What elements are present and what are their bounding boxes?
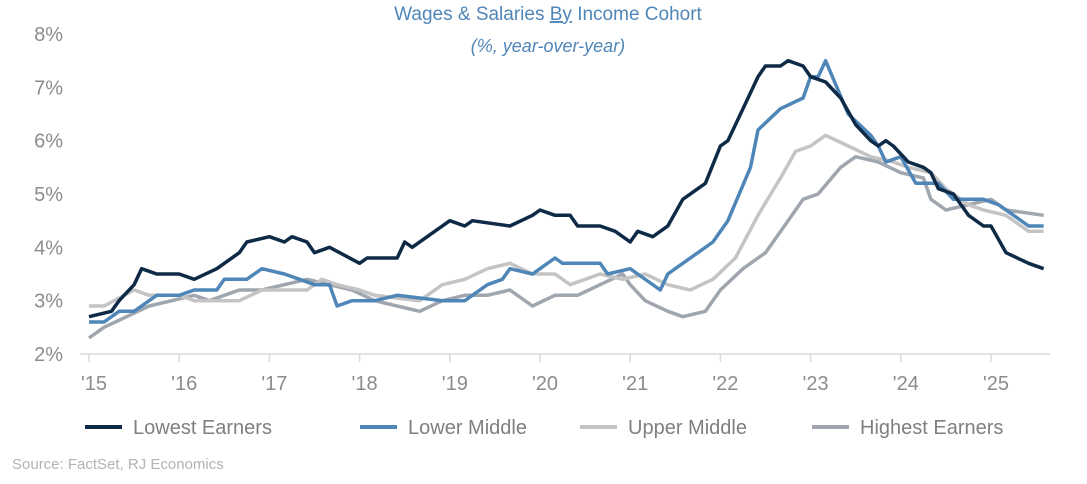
chart-title: Wages & Salaries By Income Cohort (394, 4, 702, 25)
source-note: Source: FactSet, RJ Economics (12, 456, 224, 473)
x-tick-label: '21 (622, 373, 648, 395)
chart-subtitle: (%, year-over-year) (471, 36, 625, 56)
y-tick-label: 8% (34, 24, 63, 46)
y-tick-label: 2% (34, 344, 63, 366)
y-tick-label: 5% (34, 184, 63, 206)
x-tick-label: '18 (352, 373, 378, 395)
series-line-highest-earners (87, 154, 1044, 340)
legend-item: Lowest Earners (85, 417, 272, 439)
legend-label: Lowest Earners (133, 417, 272, 439)
series-line-lower-middle (89, 58, 1044, 324)
series-line-lowest-earners (88, 58, 1045, 319)
x-tick-label: '20 (532, 373, 558, 395)
x-tick-label: '24 (893, 373, 919, 395)
x-tick-label: '23 (803, 373, 829, 395)
legend-label: Upper Middle (628, 417, 747, 439)
x-tick-label: '15 (81, 373, 107, 395)
legend-label: Lower Middle (408, 417, 527, 439)
x-tick-label: '19 (442, 373, 468, 395)
x-tick-label: '17 (261, 373, 287, 395)
x-tick-label: '22 (712, 373, 738, 395)
legend-item: Upper Middle (580, 417, 747, 439)
x-tick-label: '16 (171, 373, 197, 395)
legend-item: Lower Middle (360, 417, 527, 439)
y-tick-label: 3% (34, 291, 63, 313)
y-tick-label: 6% (34, 131, 63, 153)
y-tick-label: 4% (34, 237, 63, 259)
y-tick-label: 7% (34, 77, 63, 99)
legend-label: Highest Earners (860, 417, 1003, 439)
x-tick-label: '25 (983, 373, 1009, 395)
legend-item: Highest Earners (812, 417, 1003, 439)
